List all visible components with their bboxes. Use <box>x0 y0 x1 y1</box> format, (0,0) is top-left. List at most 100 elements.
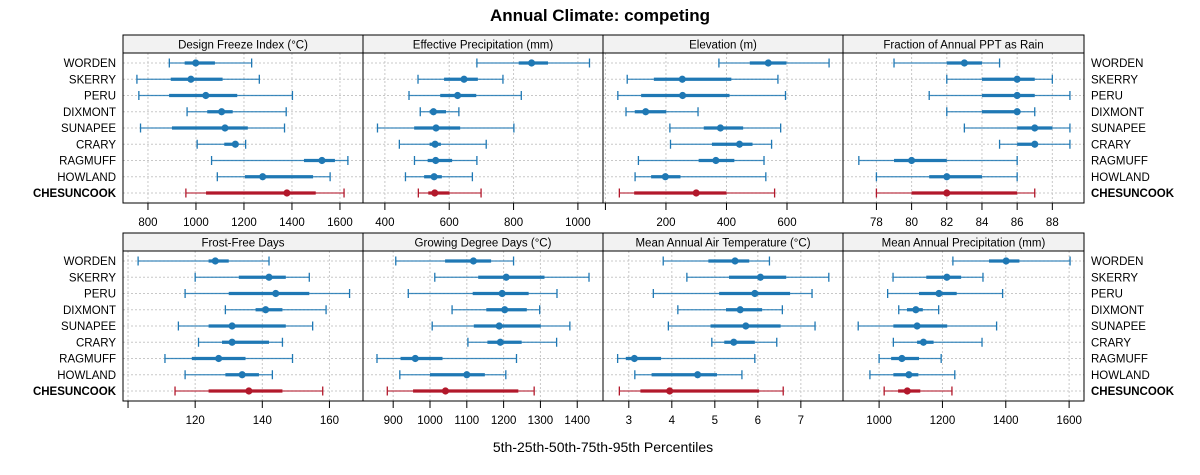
median-point <box>502 273 510 281</box>
median-point <box>919 338 928 346</box>
panel-title: Design Freeze Index (°C) <box>178 40 308 52</box>
percentile-row-dixmont <box>451 305 541 315</box>
percentile-row-worden <box>893 58 1001 68</box>
median-point <box>735 140 744 148</box>
x-tick-label: 1400 <box>279 217 305 229</box>
x-tick-label: 6 <box>755 415 761 427</box>
median-point <box>943 173 951 181</box>
median-point <box>898 354 906 363</box>
x-tick-label: 400 <box>375 217 394 229</box>
median-point <box>1013 75 1021 83</box>
panel-title: Fraction of Annual PPT as Rain <box>883 40 1043 52</box>
percentile-row-crary <box>196 139 247 149</box>
percentile-row-ragmuff <box>858 156 1018 165</box>
row-label-sunapee: SUNAPEE <box>1091 123 1146 135</box>
row-label-sunapee: SUNAPEE <box>61 321 116 333</box>
percentile-row-sunapee <box>857 321 998 331</box>
percentile-row-worden <box>718 58 830 68</box>
median-point <box>751 289 759 298</box>
x-tick-label: 1400 <box>564 415 590 427</box>
x-tick-label: 200 <box>656 217 675 229</box>
percentile-row-sunapee <box>431 321 571 331</box>
row-labels: WORDEN SKERRY PERU DIXMONT SUNAPEE CRARY RAGMU… <box>33 58 1175 398</box>
percentile-row-ragmuff <box>878 354 942 363</box>
median-point <box>187 75 195 83</box>
percentile-row-ragmuff <box>616 354 756 363</box>
median-point <box>259 173 267 181</box>
x-tick-label: 1300 <box>528 415 554 427</box>
percentile-row-peru <box>138 91 294 100</box>
percentile-row-howland <box>875 172 1018 182</box>
median-point <box>943 273 951 281</box>
median-point <box>460 75 468 83</box>
panel: Mean Annual Air Temperature (°C) 3 4 5 6 7 <box>602 232 844 427</box>
percentile-row-worden <box>662 256 771 266</box>
median-point <box>496 338 504 346</box>
panel-frame <box>842 250 1085 402</box>
x-tick-label: 1200 <box>930 415 956 427</box>
median-point <box>731 257 739 265</box>
percentile-row-crary <box>398 139 487 149</box>
percentile-row-peru <box>184 289 351 298</box>
row-label-dixmont: DIXMONT <box>1091 305 1144 317</box>
median-point <box>678 75 686 83</box>
panel-title: Frost-Free Days <box>201 238 284 250</box>
panel-title: Effective Precipitation (mm) <box>413 40 554 52</box>
median-point <box>265 273 273 281</box>
row-label-ragmuff: RAGMUFF <box>59 156 116 168</box>
panel-title: Growing Degree Days (°C) <box>415 238 552 250</box>
median-point <box>742 322 750 330</box>
row-label-skerry: SKERRY <box>69 272 116 284</box>
median-point <box>495 322 503 330</box>
panels-grid: Design Freeze Index (°C) 800 1000 1200 1400 1… <box>122 34 1085 427</box>
percentile-row-peru <box>928 91 1071 100</box>
percentile-row-howland <box>634 172 767 182</box>
median-point <box>501 306 509 314</box>
row-label-crary: CRARY <box>76 337 116 349</box>
percentile-row-peru <box>887 289 1004 298</box>
x-tick-label: 1400 <box>993 415 1019 427</box>
x-tick-label: 1000 <box>866 415 892 427</box>
median-point <box>430 173 438 181</box>
x-tick-label: 1200 <box>231 217 257 229</box>
percentile-row-ragmuff <box>413 156 478 165</box>
median-point <box>231 140 239 148</box>
median-point <box>429 108 438 116</box>
percentile-row-howland <box>399 370 507 380</box>
median-point <box>692 189 700 197</box>
row-label-worden: WORDEN <box>1091 256 1143 268</box>
median-point <box>1031 124 1039 132</box>
row-label-howland: HOWLAND <box>1091 172 1150 184</box>
median-point <box>431 140 439 148</box>
percentile-row-dixmont <box>677 305 784 315</box>
median-point <box>211 257 219 265</box>
row-label-peru: PERU <box>1091 289 1123 301</box>
x-tick-label: 84 <box>976 217 989 229</box>
percentile-row-crary <box>711 337 778 347</box>
percentile-row-sunapee <box>177 321 314 331</box>
row-label-peru: PERU <box>1091 91 1123 103</box>
row-label-chesuncook: CHESUNCOOK <box>1091 386 1175 398</box>
x-tick-label: 4 <box>669 415 676 427</box>
x-tick-label: 1200 <box>491 415 517 427</box>
x-tick-label: 7 <box>798 415 804 427</box>
median-point <box>215 354 223 363</box>
row-label-skerry: SKERRY <box>1091 74 1138 86</box>
percentile-row-ragmuff <box>376 354 518 363</box>
median-point <box>912 306 920 314</box>
x-tick-label: 5 <box>712 415 718 427</box>
median-point <box>1013 108 1021 116</box>
panel: Fraction of Annual PPT as Rain 78 80 82 84 86… <box>842 34 1085 229</box>
median-point <box>913 322 921 330</box>
median-point <box>272 289 280 298</box>
percentile-row-sunapee <box>139 123 286 133</box>
panel-title: Mean Annual Air Temperature (°C) <box>635 238 810 250</box>
percentile-row-worden <box>137 256 270 266</box>
row-label-chesuncook: CHESUNCOOK <box>33 188 117 200</box>
row-label-ragmuff: RAGMUFF <box>59 354 116 366</box>
percentile-row-sunapee <box>376 123 515 133</box>
median-point <box>716 124 725 132</box>
row-label-ragmuff: RAGMUFF <box>1091 354 1148 366</box>
median-point <box>498 289 506 298</box>
